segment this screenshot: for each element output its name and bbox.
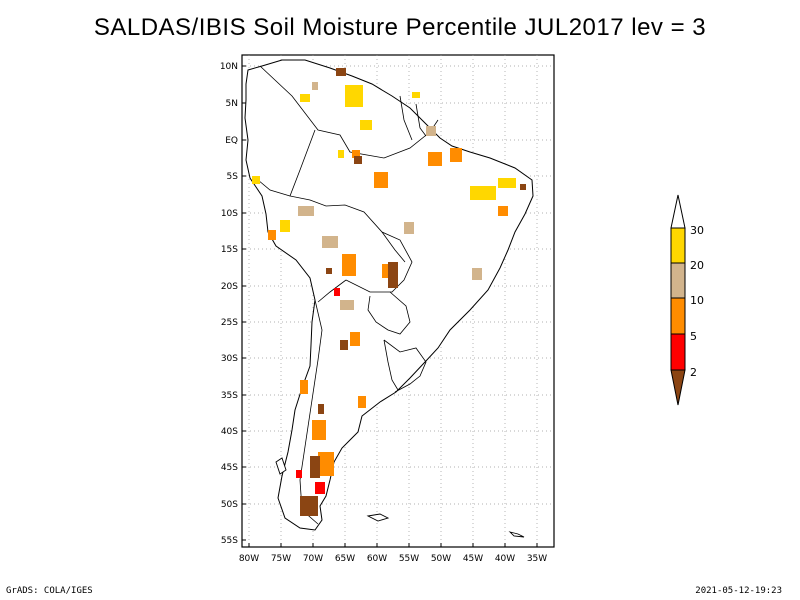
lat-label: 45S [221, 463, 238, 473]
lon-label: 55W [399, 554, 419, 564]
patch-drier [426, 126, 436, 136]
lat-label: 35S [221, 391, 238, 401]
patch-drier [312, 82, 318, 90]
legend-labels: 30 20 10 5 2 [690, 224, 704, 379]
lon-label: 80W [239, 554, 259, 564]
patch-extreme [326, 268, 332, 274]
patch-dry [338, 150, 344, 158]
patch-very-dry [312, 420, 326, 440]
map-title: SALDAS/IBIS Soil Moisture Percentile JUL… [93, 14, 707, 41]
footer-credit: GrADS: COLA/IGES [6, 586, 93, 596]
lat-label: 55S [221, 536, 238, 546]
patch-very-dry [358, 396, 366, 408]
patch-very-dry [374, 172, 388, 188]
lat-label: 5S [227, 172, 239, 182]
patch-very-dry [498, 206, 508, 216]
patch-extreme [340, 340, 348, 350]
footer-timestamp: 2021-05-12-19:23 [695, 586, 782, 596]
patch-severe [315, 482, 325, 494]
patch-drier [404, 222, 414, 234]
patch-drier [298, 206, 314, 216]
lat-label: 15S [221, 245, 238, 255]
patch-severe [296, 470, 302, 478]
lat-label: 30S [221, 354, 238, 364]
patch-dry [345, 85, 363, 107]
patch-dry [412, 92, 420, 98]
lon-labels: 80W 75W 70W 65W 60W 55W 50W 45W 40W 35W [239, 554, 547, 564]
plot-frame [241, 54, 555, 548]
lat-labels: 10N 5N EQ 5S 10S 15S 20S 25S 30S 35S 40S… [220, 62, 238, 546]
lat-label: 25S [221, 318, 238, 328]
lat-label: 20S [221, 282, 238, 292]
patch-very-dry [428, 152, 442, 166]
lon-label: 75W [271, 554, 291, 564]
patch-extreme [354, 156, 362, 164]
patch-dry [252, 176, 260, 184]
legend-bottom-arrow [670, 369, 686, 406]
patch-extreme [310, 456, 320, 478]
lat-label: 5N [226, 99, 238, 109]
percentile-patches [252, 68, 526, 516]
patch-very-dry [300, 380, 308, 394]
legend-label: 5 [690, 330, 697, 343]
patch-very-dry [350, 332, 360, 346]
patch-very-dry [352, 150, 360, 158]
patch-dry [300, 94, 310, 102]
lon-label: 60W [367, 554, 387, 564]
lat-label: 10S [221, 209, 238, 219]
lon-label: 50W [431, 554, 451, 564]
lon-label: 40W [495, 554, 515, 564]
patch-drier [322, 236, 338, 248]
islands [275, 457, 525, 538]
lon-label: 70W [303, 554, 323, 564]
lat-label: 10N [220, 62, 238, 72]
patch-very-dry [450, 148, 462, 162]
legend-colorbar [670, 194, 686, 406]
patch-very-dry [268, 230, 276, 240]
south-america-coastline [244, 59, 534, 531]
lon-label: 45W [463, 554, 483, 564]
legend-label: 2 [690, 366, 697, 379]
patch-extreme [336, 68, 346, 76]
legend-top-arrow [670, 194, 686, 229]
patch-very-dry [382, 264, 392, 278]
lon-label: 65W [335, 554, 355, 564]
patch-dry [498, 178, 516, 188]
legend-label: 20 [690, 259, 704, 272]
patch-dry [280, 220, 290, 232]
legend-label: 30 [690, 224, 704, 237]
patch-extreme [318, 404, 324, 414]
patch-extreme [388, 262, 398, 288]
patch-extreme [300, 496, 318, 516]
patch-extreme [520, 184, 526, 190]
patch-very-dry [318, 452, 334, 476]
patch-drier [472, 268, 482, 280]
patch-dry [360, 120, 372, 130]
legend-label: 10 [690, 294, 704, 307]
patch-severe [334, 288, 340, 296]
patch-dry [470, 186, 496, 200]
legend-band-10-20 [670, 262, 686, 299]
legend-band-20-30 [670, 227, 686, 264]
lat-label: EQ [225, 136, 238, 146]
lon-label: 35W [527, 554, 547, 564]
legend-band-5-10 [670, 297, 686, 335]
tick-marks [242, 65, 538, 547]
patch-very-dry [342, 254, 356, 276]
lat-label: 40S [221, 427, 238, 437]
legend-band-2-5 [670, 333, 686, 371]
patch-drier [340, 300, 354, 310]
lat-label: 50S [221, 500, 238, 510]
